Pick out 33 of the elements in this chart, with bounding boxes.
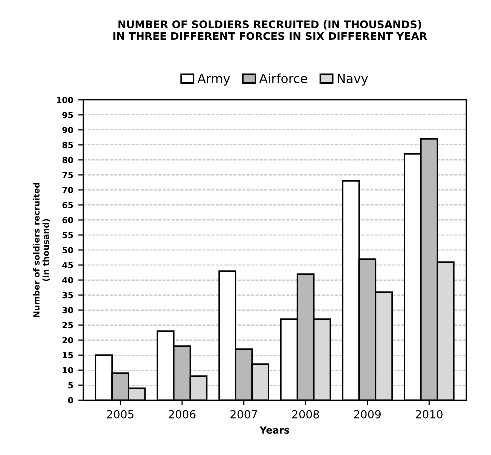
x-tick-label: 2007 xyxy=(230,410,258,419)
y-tick-label: 10 xyxy=(63,367,74,374)
y-tick-label: 50 xyxy=(62,247,74,254)
y-tick-label: 30 xyxy=(62,307,74,314)
x-tick-label: 2009 xyxy=(354,410,381,419)
x-tick-label: 2006 xyxy=(168,410,196,419)
y-tick-label: 45 xyxy=(62,262,74,269)
x-tick-label: 2008 xyxy=(292,410,320,419)
y-tick-label: 65 xyxy=(62,202,74,208)
y-tick-label: 90 xyxy=(62,127,74,134)
x-tick-label: 2010 xyxy=(416,410,443,419)
y-tick-label: 85 xyxy=(62,142,74,148)
legend-label: Navy xyxy=(338,74,368,86)
y-tick-label: 20 xyxy=(62,337,74,344)
y-tick-label: 5 xyxy=(68,382,74,389)
y-axis-title: Number of soldiers recruited (in thousand) xyxy=(33,183,50,318)
y-tick-label: 0 xyxy=(68,397,74,404)
y-tick-label: 95 xyxy=(62,112,74,118)
legend-label: Airforce xyxy=(259,74,308,84)
y-tick-label: 55 xyxy=(62,232,74,239)
y-tick-label: 35 xyxy=(62,292,74,299)
chart-title: NUMBER OF SOLDIERS RECRUITED (IN THOUSANDS) IN THREE DIFFERENT FORCES IN SIX DIFFERENT YEAR xyxy=(114,20,428,40)
y-tick-label: 25 xyxy=(62,322,74,329)
y-tick-label: 60 xyxy=(62,217,74,224)
legend-label: Army xyxy=(198,74,230,86)
y-tick-label: 80 xyxy=(62,157,74,164)
y-tick-label: 75 xyxy=(62,172,74,178)
y-tick-label: 40 xyxy=(62,277,74,284)
y-tick-label: 70 xyxy=(62,187,74,194)
x-tick-label: 2005 xyxy=(107,410,134,419)
x-axis-title: Years xyxy=(260,426,290,434)
y-tick-label: 15 xyxy=(63,352,74,359)
y-tick-label: 100 xyxy=(57,97,74,104)
